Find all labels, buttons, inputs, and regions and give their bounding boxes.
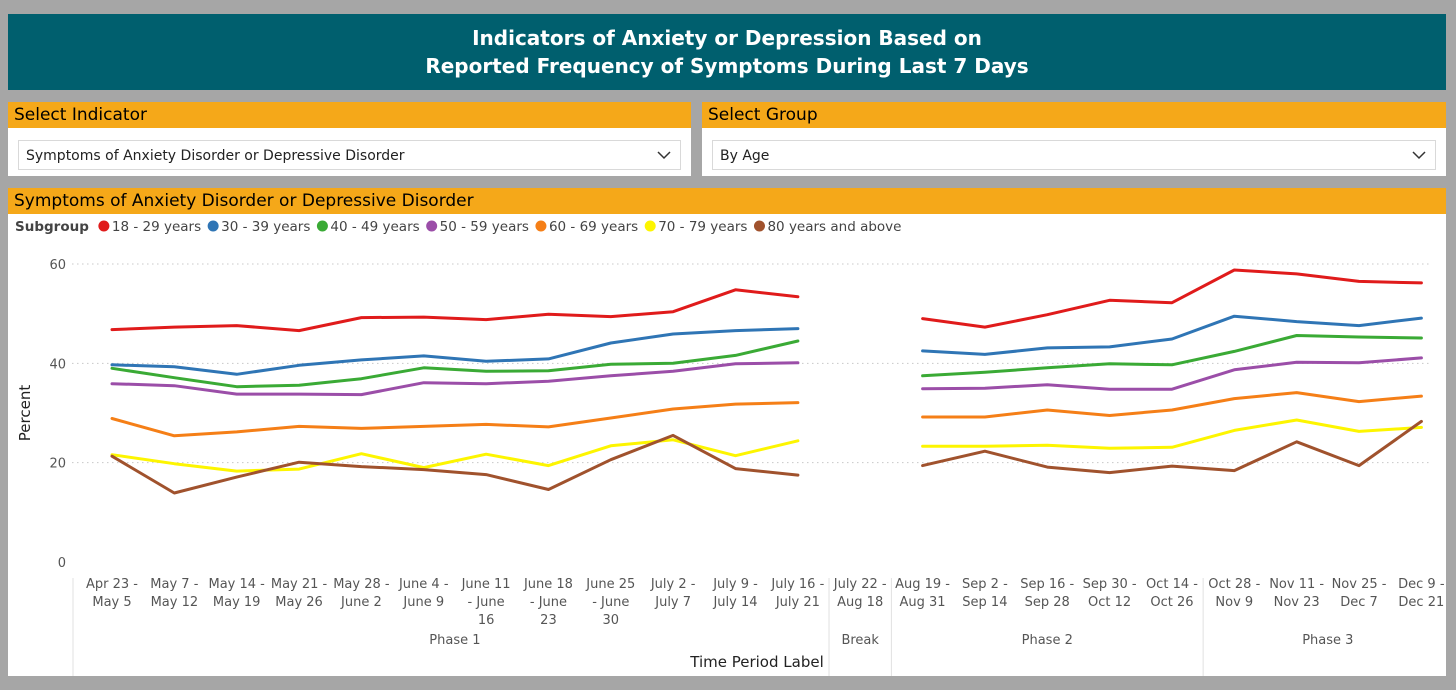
series-line <box>110 314 1423 376</box>
x-axis: Apr 23 -May 5 May 7 -May 12 May 14 -May 19… <box>72 577 1445 676</box>
legend-marker <box>316 220 328 232</box>
indicator-dropdown-value: Symptoms of Anxiety Disorder or Depressi… <box>26 148 405 164</box>
x-tick-label: Aug 19 -Aug 31 <box>895 577 950 610</box>
chart-legend: Subgroup 18 - 29 years 30 - 39 years 40 - 4… <box>15 219 901 235</box>
legend-item[interactable]: 30 - 39 years <box>207 219 311 235</box>
x-tick-label: May 21 -May 26 <box>271 577 328 610</box>
legend-item[interactable]: 60 - 69 years <box>535 219 638 235</box>
series-segment <box>110 438 800 473</box>
y-tick-label: 60 <box>49 258 66 273</box>
y-tick-label: 20 <box>49 457 66 472</box>
dashboard-title-banner: Indicators of Anxiety or Depression Base… <box>8 14 1446 90</box>
y-axis: 0 20 40 60 Percent <box>16 258 66 571</box>
x-tick-label: July 16 -July 21 <box>770 577 824 610</box>
legend-item[interactable]: 18 - 29 years <box>98 219 201 235</box>
legend-label: 60 - 69 years <box>549 219 638 235</box>
legend-title: Subgroup <box>15 219 89 235</box>
chevron-down-icon[interactable] <box>656 147 672 163</box>
legend-marker <box>207 220 219 232</box>
series-segment <box>110 401 800 438</box>
x-tick-label: June 18- June 23 <box>523 577 573 628</box>
series-segment <box>921 419 1423 475</box>
legend-label: 50 - 59 years <box>440 219 529 235</box>
series-line <box>110 334 1423 389</box>
indicator-slicer: Select Indicator Symptoms of Anxiety Dis… <box>8 102 691 176</box>
legend-label: 70 - 79 years <box>658 219 747 235</box>
x-tick-label: June 4 -June 9 <box>398 577 449 610</box>
series-line <box>110 356 1423 397</box>
series-segment <box>110 288 800 333</box>
legend-item[interactable]: 70 - 79 years <box>644 219 748 235</box>
series-segment <box>921 418 1423 450</box>
series-segment <box>110 433 800 495</box>
series-segment <box>921 334 1423 378</box>
legend-item[interactable]: 40 - 49 years <box>316 219 420 235</box>
x-group-label: Phase 3 <box>1302 633 1353 648</box>
series-segment <box>921 391 1423 419</box>
series-line <box>110 391 1423 438</box>
x-tick-label: Sep 2 -Sep 14 <box>962 577 1008 610</box>
x-tick-label: Oct 28 -Nov 9 <box>1208 577 1260 610</box>
chart-panel: Symptoms of Anxiety Disorder or Depressi… <box>8 188 1446 676</box>
group-dropdown[interactable]: By Age <box>712 140 1436 170</box>
x-tick-label: Dec 9 -Dec 21 <box>1398 577 1445 610</box>
x-tick-label: Oct 14 -Oct 26 <box>1146 577 1198 610</box>
x-tick-label: July 9 -July 14 <box>712 577 758 610</box>
group-dropdown-value: By Age <box>720 148 770 164</box>
x-axis-title: Time Period Label <box>689 653 823 671</box>
indicator-slicer-label: Select Indicator <box>8 102 691 128</box>
legend-label: 80 years and above <box>767 219 901 235</box>
group-slicer: Select Group By Age <box>702 102 1446 176</box>
chart-series-lines <box>110 268 1423 495</box>
x-group-label: Phase 2 <box>1022 633 1073 648</box>
x-group-label: Phase 1 <box>429 633 480 648</box>
x-tick-label: July 22 -Aug 18 <box>833 577 887 610</box>
x-tick-label: June 11- June 16 <box>461 577 511 628</box>
x-group-label: Break <box>841 633 879 648</box>
chart-title: Symptoms of Anxiety Disorder or Depressi… <box>8 188 1446 214</box>
group-slicer-label: Select Group <box>702 102 1446 128</box>
series-segment <box>921 314 1423 356</box>
legend-marker <box>98 220 110 232</box>
y-tick-label: 40 <box>49 357 66 372</box>
dashboard-title-line-2: Reported Frequency of Symptoms During La… <box>425 54 1029 78</box>
x-tick-label: May 14 -May 19 <box>209 577 266 610</box>
y-tick-label: 0 <box>58 556 66 571</box>
series-segment <box>110 361 800 397</box>
x-tick-label: Sep 16 -Sep 28 <box>1020 577 1074 610</box>
dashboard-title-line-1: Indicators of Anxiety or Depression Base… <box>472 26 982 50</box>
legend-label: 18 - 29 years <box>112 219 201 235</box>
legend-marker <box>535 220 547 232</box>
series-segment <box>921 268 1423 329</box>
x-tick-label: June 25- June 30 <box>585 577 635 628</box>
legend-item[interactable]: 80 years and above <box>753 219 902 235</box>
x-tick-label: Sep 30 -Oct 12 <box>1083 577 1137 610</box>
y-axis-title: Percent <box>16 385 34 442</box>
legend-label: 30 - 39 years <box>221 219 310 235</box>
line-chart: Subgroup 18 - 29 years 30 - 39 years 40 - 4… <box>15 219 1445 676</box>
series-line <box>110 268 1423 333</box>
x-tick-label: July 2 -July 7 <box>650 577 696 610</box>
series-segment <box>110 339 800 389</box>
x-tick-label: May 28 -June 2 <box>333 577 390 610</box>
x-tick-label: May 7 -May 12 <box>150 577 198 610</box>
series-line <box>110 419 1423 495</box>
series-segment <box>921 356 1423 391</box>
legend-marker <box>753 220 765 232</box>
x-tick-label: Nov 11 -Nov 23 <box>1269 577 1324 610</box>
legend-marker <box>644 220 656 232</box>
x-tick-label: Apr 23 -May 5 <box>86 577 138 610</box>
x-tick-label: Nov 25 -Dec 7 <box>1332 577 1387 610</box>
indicator-dropdown[interactable]: Symptoms of Anxiety Disorder or Depressi… <box>18 140 681 170</box>
chevron-down-icon[interactable] <box>1411 147 1427 163</box>
legend-label: 40 - 49 years <box>330 219 419 235</box>
legend-marker <box>426 220 438 232</box>
legend-item[interactable]: 50 - 59 years <box>426 219 529 235</box>
series-segment <box>110 327 800 376</box>
